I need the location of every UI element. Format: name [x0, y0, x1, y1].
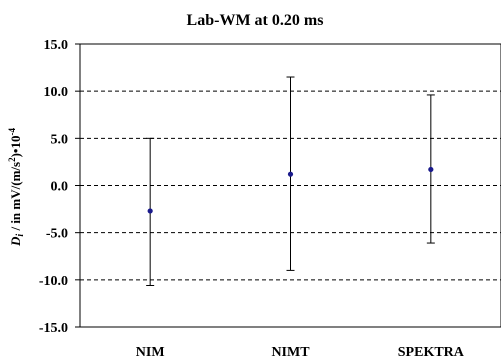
- data-point: [428, 166, 434, 173]
- y-axis-label-symbol: D: [8, 236, 23, 247]
- x-category-label: SPEKTRA: [398, 345, 465, 360]
- y-axis-label: Di / in mV/(m/s2)•10-4: [7, 128, 26, 247]
- y-tick-label: -10.0: [39, 274, 68, 289]
- plot-border: [79, 43, 501, 328]
- y-axis-label-text: / in mV/(m/s: [8, 162, 23, 234]
- y-tick-label: -5.0: [46, 227, 68, 242]
- chart-title: Lab-WM at 0.20 ms: [187, 12, 324, 29]
- axes: [75, 43, 501, 328]
- error-bars: [146, 76, 435, 286]
- x-category-label: NIM: [136, 345, 165, 360]
- y-tick-label: 5.0: [51, 132, 69, 147]
- x-category-labels: NIM NIMT SPEKTRA: [136, 345, 465, 360]
- y-tick-labels: 15.0 10.0 5.0 0.0 -5.0 -10.0 -15.0: [39, 38, 68, 336]
- y-tick-label: -15.0: [39, 321, 68, 336]
- y-axis-label-exponent: -4: [7, 128, 17, 136]
- y-tick-label: 10.0: [44, 85, 69, 100]
- data-point: [287, 171, 294, 177]
- data-points: [147, 166, 434, 214]
- y-tick-label: 0.0: [51, 180, 69, 195]
- y-tick-label: 15.0: [44, 38, 69, 53]
- y-axis-label-power: 2: [7, 157, 17, 162]
- x-category-label: NIMT: [271, 345, 310, 360]
- data-point: [147, 208, 153, 214]
- y-axis-label-subscript: i: [15, 234, 26, 237]
- y-axis-label-text2: )•10: [8, 136, 23, 158]
